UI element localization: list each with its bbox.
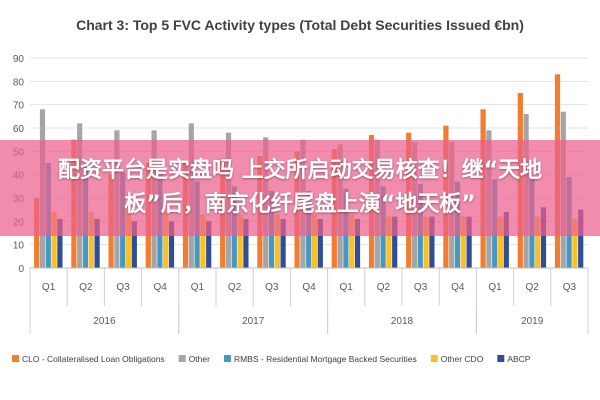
- x-tick-label: Q1: [488, 282, 502, 293]
- bar: [540, 207, 547, 268]
- legend-label: Other CDO: [441, 354, 484, 364]
- legend-swatch: [497, 355, 505, 362]
- bar: [429, 216, 435, 268]
- bar: [57, 219, 63, 268]
- bar: [572, 219, 578, 268]
- x-tick-label: Q4: [451, 282, 465, 293]
- legend-swatch: [12, 355, 19, 362]
- bar: [163, 212, 169, 268]
- bar: [466, 216, 472, 268]
- x-tick-label: Q2: [377, 282, 391, 293]
- x-tick-label: Q1: [340, 282, 354, 293]
- x-tick-label: Q3: [265, 282, 279, 293]
- y-tick-label: 0: [18, 264, 24, 275]
- bar: [243, 219, 249, 268]
- bar: [280, 219, 286, 268]
- bar: [94, 219, 100, 268]
- bar: [311, 214, 318, 268]
- x-tick-label: Q2: [79, 282, 93, 293]
- y-tick-label: 60: [13, 124, 25, 135]
- banner-text: 配资平台是实盘吗 上交所启动交易核查！继“天地板”后，南京化纤尾盘上演“地天板”: [57, 158, 543, 217]
- chart-title: Chart 3: Top 5 FVC Activity types (Total…: [76, 17, 524, 33]
- bar: [51, 212, 57, 268]
- x-tick-label: Q4: [302, 282, 316, 293]
- x-tick-label: Q3: [414, 282, 428, 293]
- bar: [354, 219, 361, 268]
- year-label: 2018: [391, 316, 414, 327]
- x-axis: Q1 Q2 Q3 Q4 Q1 Q2 Q3 Q4 Q1 Q2 Q3 Q4 Q1 Q2 Q3 2016 2017 20…: [29, 267, 589, 334]
- bar: [392, 216, 398, 268]
- bar: [535, 216, 541, 268]
- bar: [88, 212, 94, 268]
- legend-label: RMBS - Residential Mortgage Backed Secur…: [234, 354, 417, 364]
- legend-label: Other: [189, 354, 210, 364]
- bar: [237, 214, 243, 268]
- bar: [386, 216, 392, 268]
- bar: [274, 214, 280, 268]
- bar: [131, 221, 137, 268]
- x-tick-label: Q3: [563, 282, 577, 293]
- x-tick-label: Q3: [116, 282, 130, 293]
- y-tick-label: 10: [13, 241, 25, 252]
- y-tick-label: 90: [13, 54, 25, 65]
- x-tick-label: Q1: [191, 282, 205, 293]
- overlay-banner: 配资平台是实盘吗 上交所启动交易核查！继“天地板”后，南京化纤尾盘上演“地天板”: [0, 140, 600, 236]
- bar: [125, 212, 132, 268]
- bar: [349, 214, 355, 268]
- legend-swatch: [430, 355, 438, 362]
- x-tick-label: Q4: [154, 282, 168, 293]
- x-tick-label: Q2: [526, 282, 540, 293]
- bar: [168, 221, 175, 268]
- bar: [578, 209, 584, 268]
- year-label: 2016: [93, 316, 116, 327]
- x-tick-label: Q1: [42, 282, 56, 293]
- year-label: 2019: [521, 316, 544, 327]
- legend-label: CLO - Collateralised Loan Obligations: [22, 354, 165, 364]
- y-tick-label: 70: [13, 101, 25, 112]
- y-tick-label: 80: [13, 77, 25, 88]
- x-tick-label: Q2: [228, 282, 242, 293]
- bar: [200, 214, 206, 268]
- year-label: 2017: [242, 316, 265, 327]
- legend-swatch: [223, 355, 231, 362]
- legend-swatch: [178, 355, 186, 362]
- bar: [423, 216, 429, 268]
- bar: [497, 216, 504, 268]
- bar: [460, 216, 466, 268]
- legend: CLO - Collateralised Loan Obligations Oth…: [12, 354, 531, 364]
- bar: [317, 219, 323, 268]
- legend-label: ABCP: [507, 354, 530, 364]
- bar: [503, 212, 509, 268]
- bar: [206, 221, 212, 268]
